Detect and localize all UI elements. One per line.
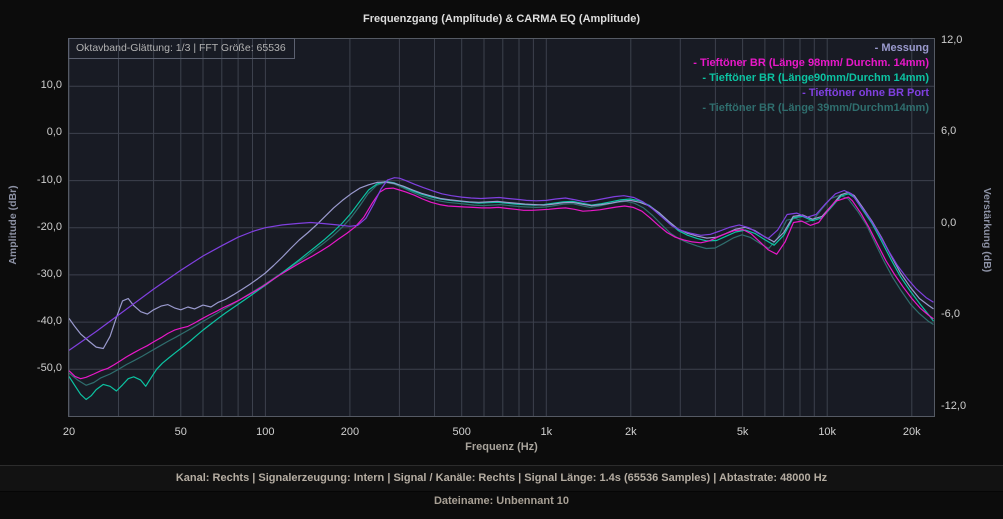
- y-tick-right: 12,0: [941, 33, 963, 46]
- frequency-response-chart: [69, 39, 934, 416]
- status-measurement-info: Kanal: Rechts | Signalerzeugung: Intern …: [175, 472, 828, 484]
- legend-entry: - Tieftöner BR (Länge 98mm/ Durchm. 14mm…: [693, 57, 929, 69]
- y-tick-left: -50,0: [36, 362, 62, 375]
- legend-entry: - Tieftöner BR (Länge90mm/Durchm 14mm): [702, 72, 929, 84]
- status-bar: Kanal: Rechts | Signalerzeugung: Intern …: [0, 465, 1003, 492]
- y-tick-right: -12,0: [941, 399, 967, 412]
- legend-entry: - Tieftöner BR (Länge 39mm/Durchm14mm): [702, 102, 929, 114]
- x-tick: 20k: [902, 426, 921, 438]
- x-tick: 1k: [540, 426, 553, 438]
- y-tick-right: 6,0: [941, 125, 957, 138]
- y-tick-right: 0,0: [941, 216, 957, 229]
- series-curve: [69, 181, 934, 350]
- x-tick: 10k: [818, 426, 837, 438]
- legend-entry: - Messung: [874, 42, 929, 54]
- x-tick: 500: [452, 426, 471, 438]
- x-tick: 200: [340, 426, 360, 438]
- legend-entry: - Tieftöner ohne BR Port: [802, 87, 929, 99]
- series-curve: [69, 181, 934, 386]
- series-curve: [69, 187, 934, 380]
- series-curve: [69, 180, 934, 401]
- chart-title: Frequenzgang (Amplitude) & CARMA EQ (Amp…: [362, 13, 641, 25]
- legend: - Messung - Tieftöner BR (Länge 98mm/ Dur…: [693, 41, 929, 116]
- x-tick: 50: [174, 426, 187, 438]
- x-tick: 5k: [736, 426, 749, 438]
- series-curve: [69, 177, 934, 351]
- x-tick: 100: [256, 426, 275, 438]
- plot-area: Oktavband-Glättung: 1/3 | FFT Größe: 655…: [68, 38, 935, 417]
- x-tick: 20: [62, 426, 76, 438]
- y-tick-left: -10,0: [36, 173, 62, 186]
- y-tick-left: 10,0: [40, 79, 62, 92]
- y-tick-left: 0,0: [46, 126, 62, 139]
- y-tick-left: -40,0: [36, 315, 62, 328]
- y-tick-left: -20,0: [36, 220, 62, 233]
- y-tick-right: -6,0: [941, 308, 960, 321]
- x-axis-label: Frequenz (Hz): [465, 441, 538, 453]
- smoothing-info-box: Oktavband-Glättung: 1/3 | FFT Größe: 655…: [68, 38, 295, 59]
- status-filename: Dateiname: Unbennant 10: [433, 495, 570, 507]
- y-tick-left: -30,0: [36, 267, 62, 280]
- x-tick: 2k: [625, 426, 637, 438]
- y-axis-label-right: Verstärkung (dB): [981, 187, 993, 273]
